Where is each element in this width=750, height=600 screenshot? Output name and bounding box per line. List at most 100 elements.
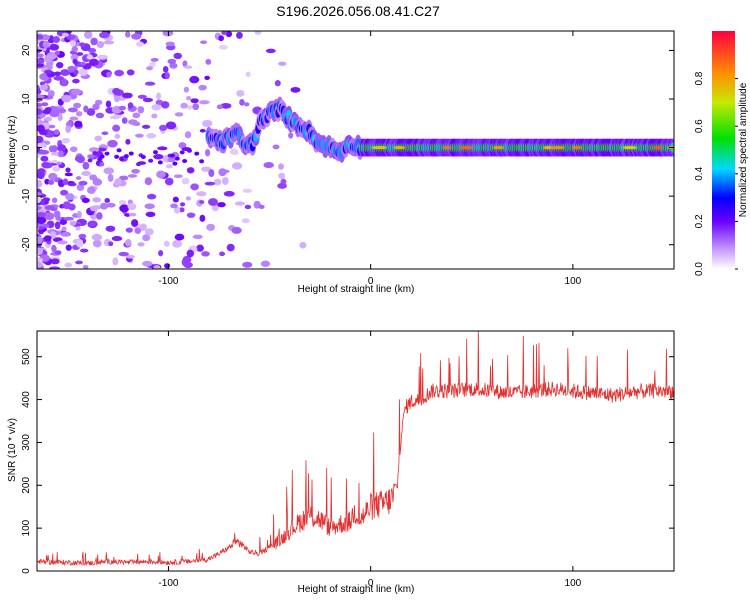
heatmap-cell bbox=[50, 258, 60, 265]
heatmap-cell bbox=[41, 161, 51, 169]
heatmap-cell bbox=[174, 233, 185, 241]
heatmap-cell bbox=[223, 190, 235, 197]
heatmap-cell bbox=[242, 188, 253, 193]
snr-series-layer bbox=[37, 331, 674, 567]
heatmap-cell bbox=[173, 206, 181, 214]
heatmap-cell bbox=[92, 151, 98, 156]
heatmap-cell bbox=[114, 154, 120, 159]
heatmap-cell bbox=[114, 133, 121, 139]
heatmap-cell bbox=[199, 159, 205, 164]
heatmap-cell bbox=[189, 75, 200, 84]
heatmap-cell bbox=[69, 146, 78, 153]
heatmap-cell bbox=[99, 32, 110, 39]
heatmap-cell bbox=[184, 131, 192, 139]
heatmap-cell bbox=[132, 112, 141, 119]
heatmap-cell bbox=[48, 172, 58, 181]
heatmap-cell bbox=[169, 153, 175, 158]
heatmap-cell bbox=[239, 99, 245, 106]
heatmap-cell bbox=[121, 92, 133, 99]
heatmap-cell bbox=[37, 236, 43, 244]
heatmap-cell bbox=[146, 133, 157, 139]
heatmap-cell bbox=[67, 182, 77, 187]
snr-xtick-label: 100 bbox=[565, 578, 582, 589]
heatmap-cell bbox=[86, 54, 93, 60]
heatmap-cell bbox=[91, 177, 100, 182]
heatmap-cell bbox=[178, 142, 187, 149]
heatmap-cell bbox=[37, 211, 46, 218]
heatmap-cell bbox=[107, 173, 114, 182]
heatmap-cell bbox=[82, 265, 89, 269]
heatmap-cell bbox=[37, 171, 45, 180]
heatmap-cell bbox=[75, 176, 82, 180]
heatmap-cell bbox=[87, 47, 97, 53]
heatmap-cell bbox=[37, 124, 45, 133]
heatmap-cell bbox=[125, 227, 133, 233]
heatmap-cell bbox=[174, 156, 180, 161]
heatmap-cell bbox=[148, 158, 154, 163]
heatmap-cell bbox=[159, 124, 168, 131]
snr-ticks: -100 0 100 0 100 200 300 400 500 bbox=[21, 331, 674, 589]
heatmap-cell bbox=[80, 61, 86, 66]
heatmap-cell bbox=[179, 150, 185, 155]
heatmap-cell bbox=[160, 101, 170, 109]
heatmap-cell bbox=[274, 80, 281, 87]
heatmap-cell bbox=[393, 145, 406, 150]
heatmap-cell bbox=[62, 201, 71, 210]
heatmap-cell bbox=[128, 212, 137, 217]
figure-title: S196.2026.056.08.41.C27 bbox=[276, 3, 440, 19]
heatmap-cell bbox=[186, 105, 193, 110]
heatmap-cell bbox=[37, 261, 43, 268]
heatmap-cell bbox=[137, 242, 145, 247]
heatmap-cell bbox=[153, 264, 161, 269]
heatmap-cell bbox=[126, 69, 135, 76]
heatmap-cell bbox=[192, 103, 200, 111]
heatmap-cell bbox=[622, 145, 638, 150]
heatmap-cell bbox=[89, 58, 99, 66]
heatmap-cell bbox=[52, 36, 61, 43]
heatmap-cell bbox=[183, 65, 193, 69]
heatmap-cell bbox=[127, 174, 138, 178]
heatmap-cell bbox=[207, 198, 218, 206]
heatmap-cell bbox=[119, 204, 130, 213]
snr-panel: -100 0 100 0 100 200 300 400 500 Height of strai… bbox=[7, 330, 675, 595]
heatmap-cell bbox=[52, 166, 61, 172]
snr-frame bbox=[36, 330, 675, 572]
heatmap-cell bbox=[278, 61, 287, 66]
heatmap-cell bbox=[37, 135, 44, 144]
heatmap-cell bbox=[49, 266, 60, 269]
heatmap-cell bbox=[137, 94, 147, 99]
heatmap-cell bbox=[142, 97, 154, 103]
heatmap-cell bbox=[95, 112, 105, 119]
heatmap-cell bbox=[53, 71, 62, 77]
heatmap-cell bbox=[90, 37, 98, 46]
spectrogram-xtick-label: 0 bbox=[368, 276, 374, 287]
heatmap-cell bbox=[60, 69, 70, 77]
heatmap-cell bbox=[48, 124, 56, 129]
heatmap-cell bbox=[145, 211, 156, 218]
colorbar-tick-label: 0.8 bbox=[694, 71, 705, 85]
heatmap-cell bbox=[164, 177, 174, 186]
snr-ytick-label: 0 bbox=[21, 568, 32, 574]
heatmap-cell bbox=[131, 33, 142, 40]
heatmap-cell bbox=[76, 183, 85, 192]
heatmap-cell bbox=[653, 145, 664, 150]
heatmap-cell bbox=[571, 145, 583, 150]
heatmap-cell bbox=[204, 75, 210, 81]
heatmap-cell bbox=[142, 234, 151, 242]
heatmap-cell bbox=[92, 239, 102, 248]
heatmap-cell bbox=[190, 183, 199, 191]
heatmap-cell bbox=[73, 102, 82, 109]
heatmap-cell bbox=[146, 193, 157, 200]
heatmap-cell bbox=[265, 48, 276, 54]
heatmap-cell bbox=[112, 87, 121, 95]
heatmap-cell bbox=[72, 58, 78, 65]
heatmap-cell bbox=[144, 203, 155, 210]
heatmap-cell bbox=[162, 31, 174, 37]
heatmap-cell bbox=[121, 117, 128, 124]
heatmap-cell bbox=[163, 240, 170, 247]
heatmap-cell bbox=[37, 179, 43, 188]
heatmap-cell bbox=[37, 84, 40, 92]
heatmap-cell bbox=[40, 84, 49, 91]
heatmap-cell bbox=[76, 240, 84, 248]
heatmap-cell bbox=[88, 147, 100, 153]
